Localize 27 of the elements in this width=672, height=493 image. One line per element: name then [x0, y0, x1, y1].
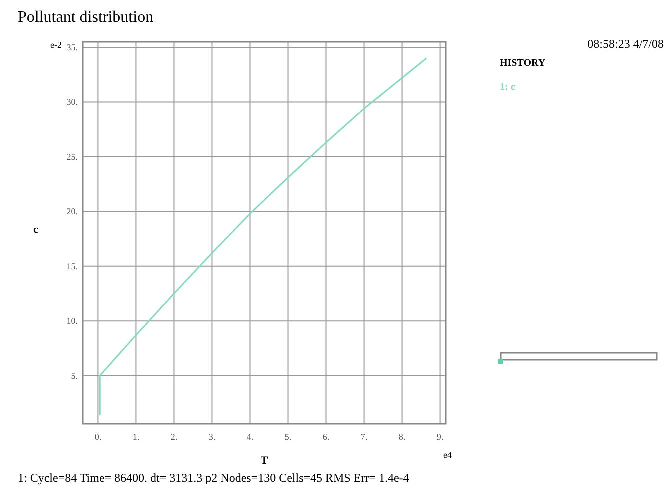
text: e4: [444, 450, 452, 460]
y-tick-label: 30.: [66, 97, 78, 108]
x-tick-label: 7.: [360, 432, 368, 442]
text: 1: c: [500, 82, 516, 93]
x-tick-label: 6.: [322, 432, 330, 442]
y-tick-label: 10.: [66, 316, 78, 326]
x-tick-label: 1.: [132, 432, 140, 442]
x-tick-label: 9.: [436, 432, 444, 442]
legend-title: HISTORY: [500, 58, 546, 69]
text: 08:58:23 4/7/08: [588, 37, 664, 51]
text: 1: Cycle=84 Time= 86400. dt= 3131.3 p2 Nodes=130 Cells=45 RMS Err= 1.4e-4: [18, 471, 410, 485]
y-tick-label: 5.: [71, 370, 78, 381]
line-series: [99, 58, 428, 416]
x-tick-label: 5.: [284, 432, 292, 442]
y-tick-label: 20.: [66, 206, 78, 217]
x-axis-title: T: [260, 455, 269, 467]
x-tick-label: 4.: [246, 432, 254, 442]
x-tick-label: 8.: [398, 432, 406, 442]
x-tick-label: 2.: [170, 432, 178, 442]
y-axis-title: c: [34, 224, 39, 236]
text: e-2: [50, 40, 62, 50]
x-tick-label: 3.: [208, 432, 216, 442]
chart-title: Pollutant distribution: [18, 9, 154, 26]
y-tick-label: 15.: [66, 261, 78, 272]
y-tick-label: 35.: [66, 42, 78, 52]
y-tick-label: 25.: [66, 152, 78, 162]
x-tick-label: 0.: [94, 432, 102, 442]
